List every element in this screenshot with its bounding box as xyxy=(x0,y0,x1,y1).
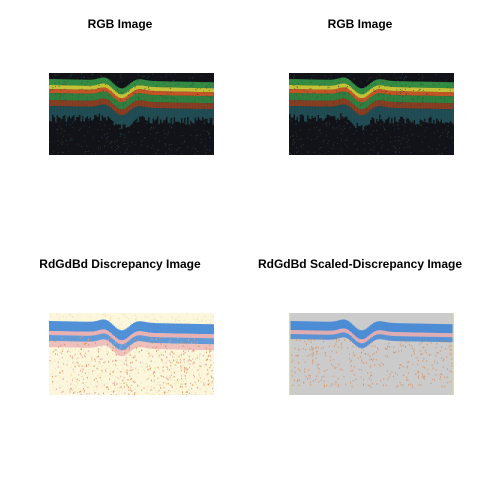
panel-rgb-left: RGB Image xyxy=(0,0,240,240)
rgb-image xyxy=(289,73,454,155)
panel-scaled-discrepancy: RdGdBd Scaled-Discrepancy Image xyxy=(240,240,480,480)
panel-rgb-right: RGB Image xyxy=(240,0,480,240)
panel-discrepancy: RdGdBd Discrepancy Image xyxy=(0,240,240,480)
rgb-image-canvas xyxy=(49,73,214,155)
panel-title: RGB Image xyxy=(87,17,153,31)
panel-title: RdGdBd Scaled-Discrepancy Image xyxy=(257,257,463,271)
scaled-discrepancy-image xyxy=(289,313,454,395)
panel-title: RGB Image xyxy=(327,17,393,31)
rgb-image-canvas xyxy=(289,73,454,155)
discrepancy-image xyxy=(49,313,214,395)
rgb-image xyxy=(49,73,214,155)
panel-title: RdGdBd Discrepancy Image xyxy=(39,257,201,271)
scaled-discrepancy-image-canvas xyxy=(289,313,454,395)
discrepancy-image-canvas xyxy=(49,313,214,395)
